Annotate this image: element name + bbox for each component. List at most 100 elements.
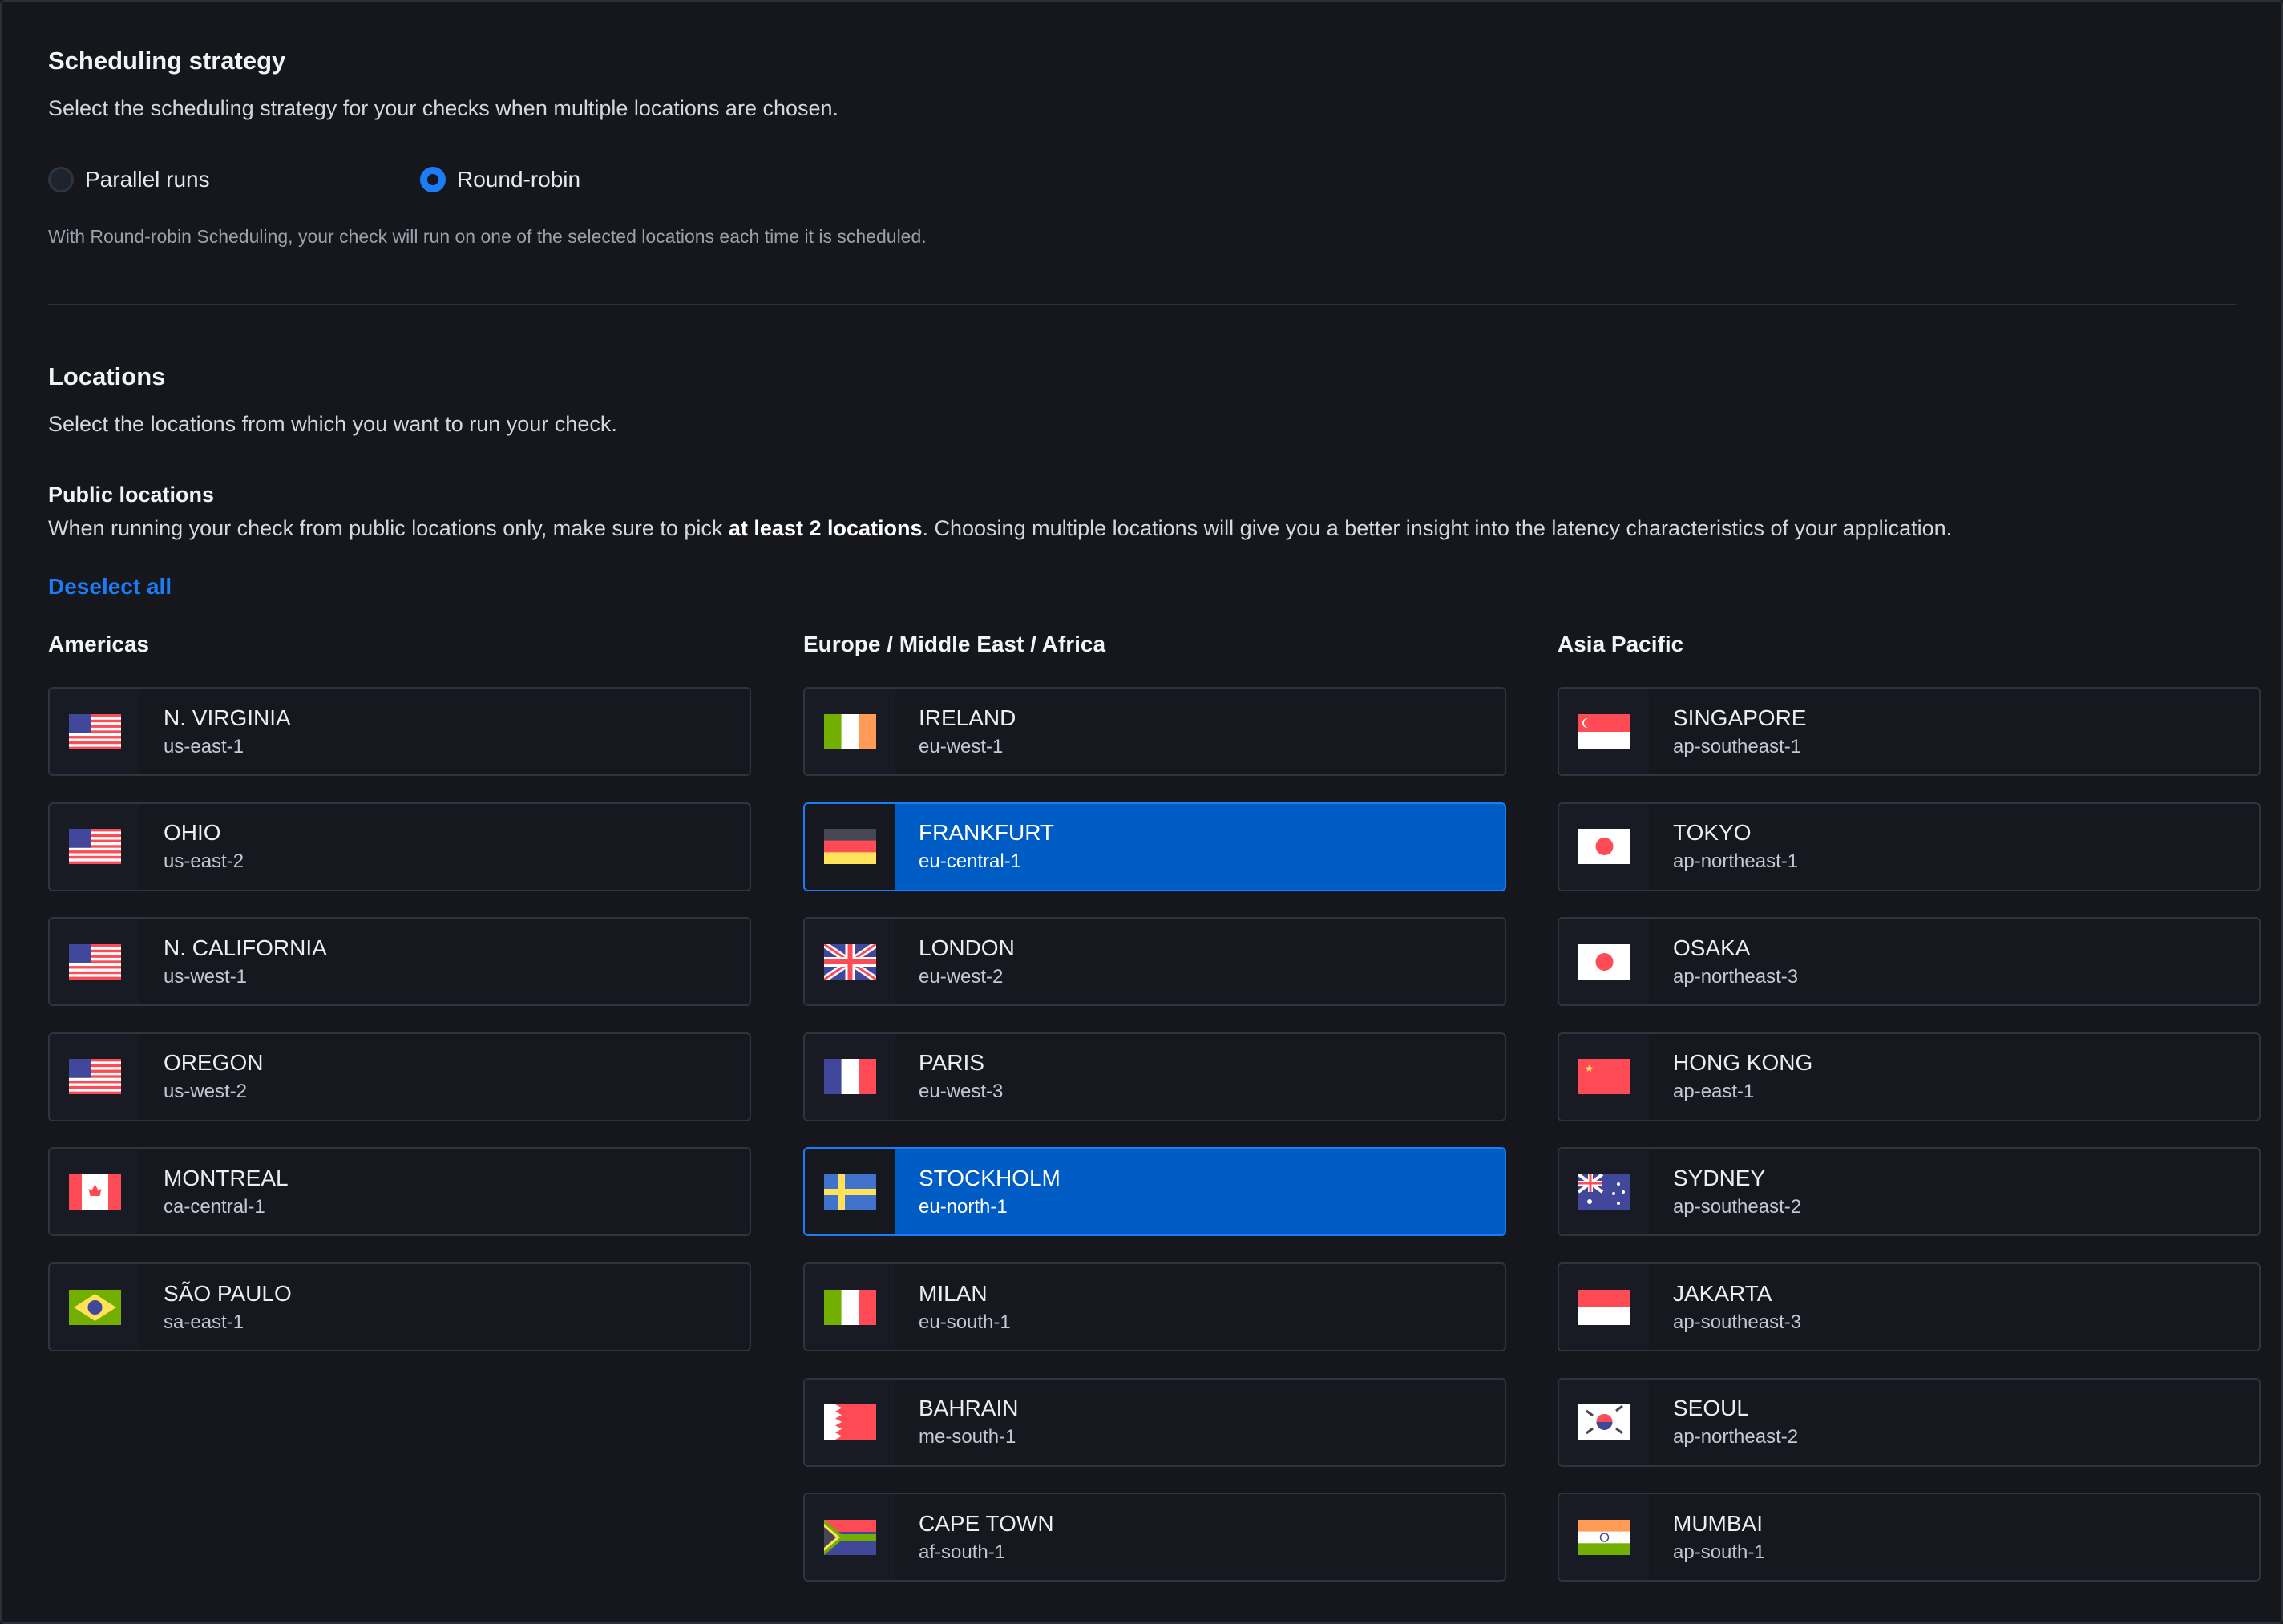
scheduling-title: Scheduling strategy	[48, 46, 286, 75]
location-text: N. CALIFORNIA us-west-1	[139, 919, 327, 1004]
location-card-ap-southeast-2[interactable]: SYDNEY ap-southeast-2	[1558, 1147, 2261, 1237]
location-name: SYDNEY	[1673, 1165, 1766, 1190]
location-code: eu-west-3	[919, 1081, 1004, 1103]
location-text: BAHRAIN me-south-1	[895, 1380, 1018, 1465]
location-code: me-south-1	[919, 1426, 1016, 1448]
location-text: OHIO us-east-2	[139, 804, 244, 890]
location-text: SEOUL ap-northeast-2	[1649, 1380, 1798, 1465]
location-card-ap-northeast-2[interactable]: SEOUL ap-northeast-2	[1558, 1377, 2261, 1467]
deselect-all-link[interactable]: Deselect all	[48, 574, 172, 599]
radio-round-robin[interactable]: Round-robin	[420, 167, 580, 192]
svg-text:★: ★	[1585, 1063, 1594, 1074]
bold-text: at least 2 locations	[728, 516, 923, 540]
location-card-us-east-2[interactable]: OHIO us-east-2	[48, 802, 751, 891]
radio-parallel-runs[interactable]: Parallel runs	[48, 167, 210, 192]
location-card-me-south-1[interactable]: BAHRAIN me-south-1	[803, 1377, 1506, 1467]
flag-box	[805, 1264, 895, 1350]
location-code: eu-north-1	[919, 1195, 1008, 1218]
flag-fr-icon	[823, 1059, 876, 1095]
flag-bh-icon	[823, 1404, 876, 1440]
location-code: ca-central-1	[164, 1195, 265, 1218]
flag-us-icon	[68, 829, 121, 865]
location-code: us-west-1	[164, 965, 248, 988]
location-card-af-south-1[interactable]: CAPE TOWN af-south-1	[803, 1493, 1506, 1582]
region-heading: Asia Pacific	[1558, 632, 1684, 656]
location-name: SINGAPORE	[1673, 705, 1807, 730]
location-card-ap-southeast-3[interactable]: JAKARTA ap-southeast-3	[1558, 1262, 2261, 1351]
flag-us-icon	[68, 943, 121, 980]
flag-box	[50, 1033, 139, 1120]
location-text: JAKARTA ap-southeast-3	[1649, 1264, 1801, 1350]
flag-box	[1559, 689, 1649, 774]
divider	[48, 304, 2237, 305]
location-name: SEOUL	[1673, 1396, 1749, 1421]
flag-ca-icon	[68, 1174, 121, 1210]
flag-box	[805, 1494, 895, 1581]
location-name: OREGON	[164, 1050, 264, 1076]
location-name: HONG KONG	[1673, 1050, 1813, 1076]
location-card-ap-northeast-3[interactable]: OSAKA ap-northeast-3	[1558, 917, 2261, 1007]
location-card-eu-west-1[interactable]: IRELAND eu-west-1	[803, 687, 1506, 776]
location-card-eu-west-3[interactable]: PARIS eu-west-3	[803, 1032, 1506, 1121]
location-name: N. VIRGINIA	[164, 705, 291, 730]
location-code: ap-southeast-1	[1673, 735, 1802, 757]
flag-box	[50, 689, 139, 774]
location-card-ap-south-1[interactable]: MUMBAI ap-south-1	[1558, 1493, 2261, 1582]
location-card-us-west-1[interactable]: N. CALIFORNIA us-west-1	[48, 917, 751, 1007]
location-card-us-east-1[interactable]: N. VIRGINIA us-east-1	[48, 687, 751, 776]
location-code: eu-west-2	[919, 965, 1004, 988]
location-text: MILAN eu-south-1	[895, 1264, 1011, 1350]
location-code: ap-southeast-2	[1673, 1195, 1802, 1218]
flag-box	[1559, 1264, 1649, 1350]
location-card-eu-west-2[interactable]: LONDON eu-west-2	[803, 917, 1506, 1007]
location-card-eu-north-1[interactable]: STOCKHOLM eu-north-1	[803, 1147, 1506, 1237]
location-code: sa-east-1	[164, 1311, 244, 1333]
flag-box	[805, 689, 895, 774]
location-name: TOKYO	[1673, 820, 1752, 846]
location-card-ca-central-1[interactable]: MONTREAL ca-central-1	[48, 1147, 751, 1237]
location-name: SÃO PAULO	[164, 1280, 292, 1306]
text: . Choosing multiple locations will give …	[922, 516, 1953, 540]
flag-box: ★	[1559, 1033, 1649, 1120]
flag-box	[805, 919, 895, 1005]
flag-ie-icon	[823, 713, 876, 749]
location-name: MUMBAI	[1673, 1510, 1763, 1536]
flag-in-icon	[1578, 1519, 1630, 1555]
locations-description: Select the locations from which you want…	[48, 412, 617, 436]
radio-icon[interactable]	[48, 167, 74, 192]
location-code: ap-northeast-2	[1673, 1426, 1799, 1448]
location-name: IRELAND	[919, 705, 1016, 730]
location-name: PARIS	[919, 1050, 984, 1076]
location-code: ap-south-1	[1673, 1541, 1765, 1563]
location-name: LONDON	[919, 935, 1015, 960]
location-card-us-west-2[interactable]: OREGON us-west-2	[48, 1032, 751, 1121]
location-card-ap-east-1[interactable]: ★ HONG KONG ap-east-1	[1558, 1032, 2261, 1121]
location-card-ap-northeast-1[interactable]: TOKYO ap-northeast-1	[1558, 802, 2261, 891]
flag-box	[805, 803, 895, 890]
flag-hk-icon: ★	[1578, 1059, 1630, 1095]
location-name: BAHRAIN	[919, 1396, 1019, 1421]
location-text: HONG KONG ap-east-1	[1649, 1034, 1812, 1120]
location-code: us-west-2	[164, 1081, 248, 1103]
flag-box	[1559, 1379, 1649, 1465]
radio-selected-icon[interactable]	[420, 167, 446, 192]
location-code: eu-central-1	[919, 850, 1022, 873]
location-code: ap-northeast-1	[1673, 850, 1799, 873]
radio-label: Parallel runs	[85, 167, 210, 192]
location-card-ap-southeast-1[interactable]: SINGAPORE ap-southeast-1	[1558, 687, 2261, 776]
flag-de-icon	[823, 829, 876, 865]
location-code: us-east-2	[164, 850, 244, 873]
location-card-eu-south-1[interactable]: MILAN eu-south-1	[803, 1262, 1506, 1351]
location-card-sa-east-1[interactable]: SÃO PAULO sa-east-1	[48, 1262, 751, 1351]
location-text: CAPE TOWN af-south-1	[895, 1494, 1054, 1580]
flag-id-icon	[1578, 1289, 1630, 1325]
location-text: SÃO PAULO sa-east-1	[139, 1264, 292, 1350]
location-card-eu-central-1[interactable]: FRANKFURT eu-central-1	[803, 802, 1506, 891]
location-name: N. CALIFORNIA	[164, 935, 327, 960]
location-text: PARIS eu-west-3	[895, 1034, 1003, 1120]
region-heading: Europe / Middle East / Africa	[803, 632, 1106, 656]
location-code: us-east-1	[164, 735, 244, 757]
location-name: FRANKFURT	[919, 820, 1055, 846]
flag-jp-icon	[1578, 829, 1630, 865]
flag-box	[1559, 1149, 1649, 1235]
